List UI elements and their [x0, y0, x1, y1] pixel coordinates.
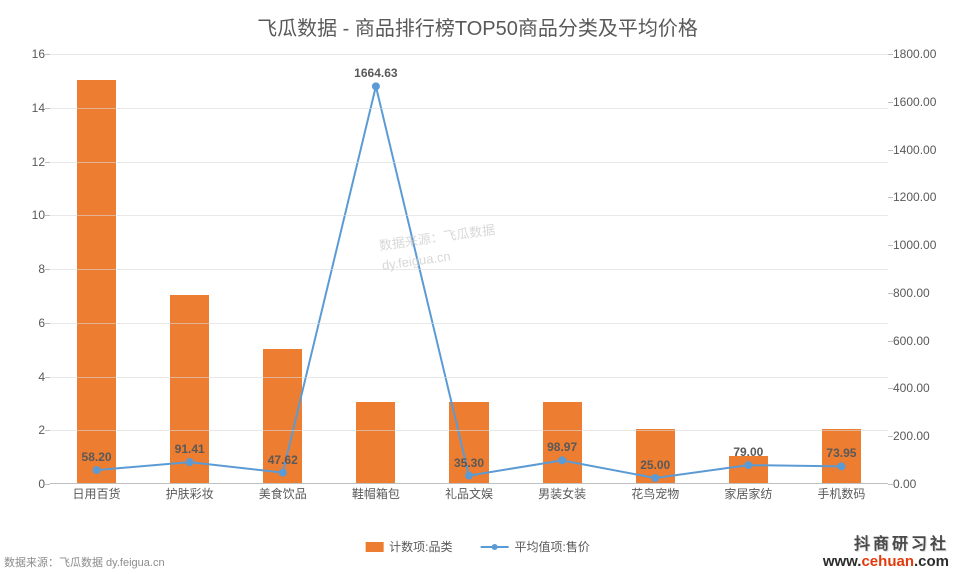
x-label: 家居家纺: [724, 485, 772, 502]
x-label: 男装女装: [538, 485, 586, 502]
line-data-label: 47.62: [268, 453, 298, 467]
line-data-label: 73.95: [826, 446, 856, 460]
y-right-tick: 0.00: [893, 477, 953, 491]
legend-label: 计数项:品类: [389, 538, 452, 555]
y-left-tick: 2: [5, 423, 45, 437]
chart-area: 0246810121416 0.00200.00400.00600.00800.…: [50, 54, 888, 484]
y-right-tick: 1600.00: [893, 95, 953, 109]
x-axis-labels: 日用百货 护肤彩妆 美食饮品 鞋帽箱包 礼品文娱 男装女装 花鸟宠物 家居家纺 手机数码: [50, 485, 888, 505]
legend: 计数项:品类 平均值项:售价: [365, 538, 590, 555]
y-left-tick: 8: [5, 262, 45, 276]
y-left-tick: 4: [5, 370, 45, 384]
y-right-tick: 800.00: [893, 286, 953, 300]
chart-title: 飞瓜数据 - 商品排行榜TOP50商品分类及平均价格: [0, 12, 955, 41]
y-axis-right: 0.00200.00400.00600.00800.001000.001200.…: [893, 54, 953, 483]
line-data-label: 1664.63: [354, 66, 397, 80]
y-axis-left: 0246810121416: [5, 54, 45, 483]
x-label: 美食饮品: [259, 485, 307, 502]
x-label: 花鸟宠物: [631, 485, 679, 502]
y-right-tick: 1800.00: [893, 47, 953, 61]
y-left-tick: 14: [5, 101, 45, 115]
y-left-tick: 16: [5, 47, 45, 61]
y-left-tick: 10: [5, 208, 45, 222]
x-label: 日用百货: [73, 485, 121, 502]
line-data-label: 58.20: [82, 450, 112, 464]
y-right-tick: 1400.00: [893, 143, 953, 157]
line-data-label: 79.00: [733, 445, 763, 459]
legend-item: 计数项:品类: [365, 538, 452, 555]
legend-swatch-line: [481, 542, 509, 552]
x-label: 手机数码: [817, 485, 865, 502]
y-left-tick: 6: [5, 316, 45, 330]
footer-brand-cn: 抖商研习社: [823, 536, 949, 554]
legend-label: 平均值项:售价: [515, 538, 590, 555]
y-left-tick: 12: [5, 155, 45, 169]
x-label: 鞋帽箱包: [352, 485, 400, 502]
y-left-tick: 0: [5, 477, 45, 491]
y-right-tick: 600.00: [893, 334, 953, 348]
y-right-tick: 400.00: [893, 381, 953, 395]
line-data-label: 25.00: [640, 458, 670, 472]
footer-source: 数据来源：飞瓜数据 dy.feigua.cn: [4, 554, 165, 570]
x-label: 护肤彩妆: [166, 485, 214, 502]
line-data-label: 98.97: [547, 440, 577, 454]
footer-brand-url: www.cehuan.com: [823, 554, 949, 571]
plot-area: 0246810121416 0.00200.00400.00600.00800.…: [50, 54, 888, 484]
y-right-tick: 1000.00: [893, 238, 953, 252]
line-data-label: 91.41: [175, 442, 205, 456]
x-label: 礼品文娱: [445, 485, 493, 502]
y-right-tick: 1200.00: [893, 190, 953, 204]
footer-brand: 抖商研习社 www.cehuan.com: [823, 536, 949, 570]
line-data-label: 35.30: [454, 456, 484, 470]
y-right-tick: 200.00: [893, 429, 953, 443]
legend-item: 平均值项:售价: [481, 538, 590, 555]
legend-swatch-bar: [365, 542, 383, 552]
